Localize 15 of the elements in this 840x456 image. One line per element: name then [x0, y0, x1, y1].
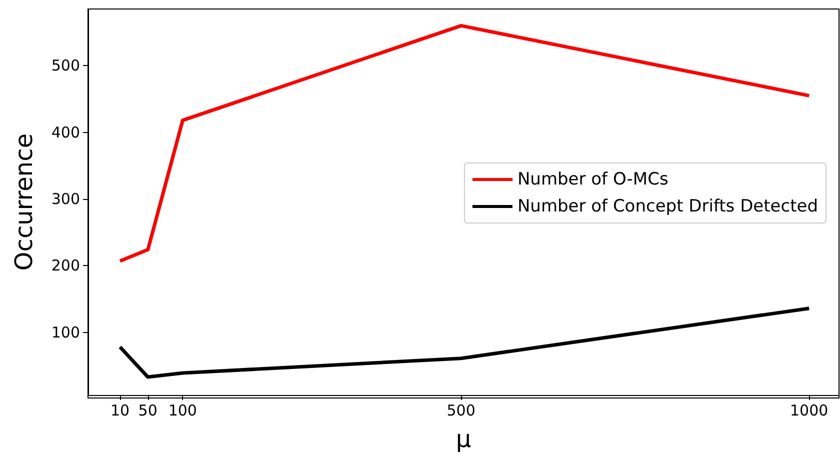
x-axis-title: μ [456, 425, 472, 453]
y-axis-title: Occurrence [10, 133, 38, 271]
x-tick-label: 100 [168, 402, 197, 420]
y-tick-label: 400 [51, 123, 80, 142]
y-tick-label: 200 [51, 256, 80, 275]
legend-label: Number of Concept Drifts Detected [517, 196, 818, 216]
x-tick-label: 500 [446, 402, 476, 420]
line-series [118, 306, 811, 379]
x-tick-label: 10 [110, 402, 130, 420]
y-tick-label: 500 [51, 56, 80, 75]
y-tick-label: 100 [51, 323, 80, 342]
x-tick-label: 1000 [790, 402, 828, 420]
x-tick-label: 50 [138, 402, 158, 420]
legend-label: Number of O-MCs [517, 170, 668, 190]
y-tick-label: 300 [51, 190, 80, 208]
